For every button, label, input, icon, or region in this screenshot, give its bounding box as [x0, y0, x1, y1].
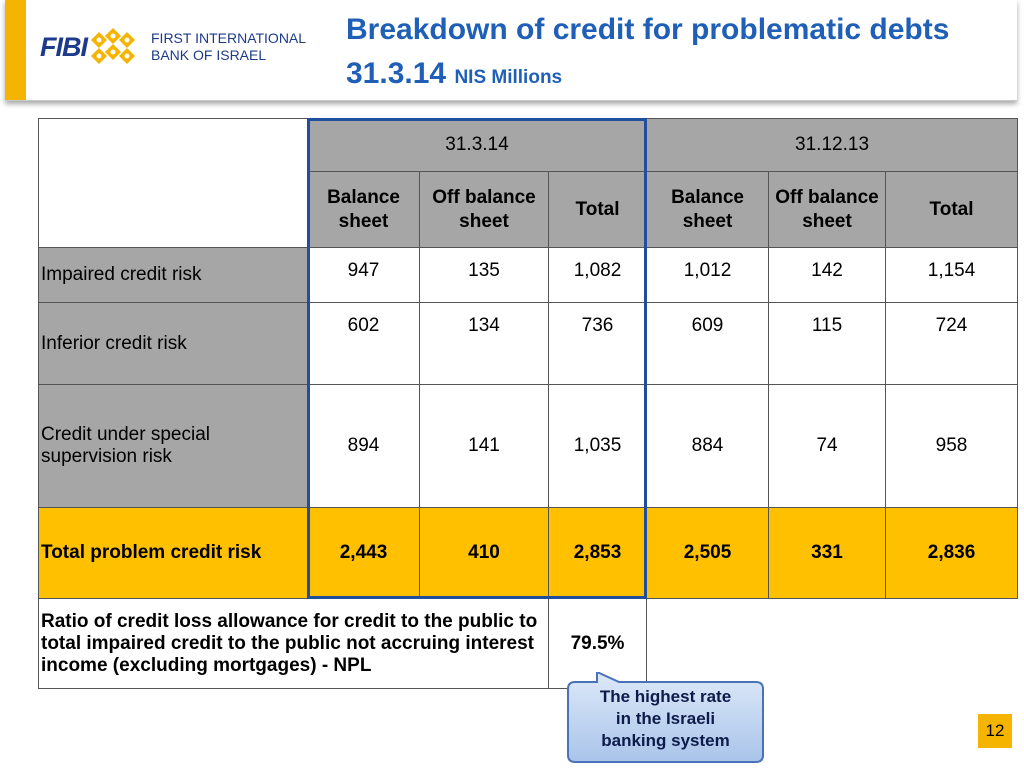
total-value-cell: 2,505: [646, 507, 770, 599]
value-cell: 736: [547, 302, 648, 385]
total-value-cell: 2,443: [307, 507, 420, 599]
slide-title: Breakdown of credit for problematic debt…: [346, 8, 1006, 100]
value-cell: 1,035: [547, 384, 648, 508]
total-value-cell: 410: [419, 507, 549, 599]
value-cell: 1,012: [646, 247, 770, 303]
table-row: Impaired credit risk 947 135 1,082 1,012…: [38, 247, 1019, 303]
ratio-label: Ratio of credit loss allowance for credi…: [38, 598, 549, 689]
bank-logo: FIBI FIRST INTERNATIONAL BANK OF ISRAEL: [40, 22, 306, 72]
value-cell: 135: [419, 247, 549, 303]
total-value-cell: 331: [768, 507, 887, 599]
title-unit: NIS Millions: [454, 67, 563, 88]
value-cell: 884: [646, 384, 770, 508]
callout-shape: [567, 672, 764, 763]
ratio-row: Ratio of credit loss allowance for credi…: [38, 598, 1018, 689]
table-row: Inferior credit risk 602 134 736 609 115…: [38, 302, 1019, 385]
table-row: Credit under special supervision risk 89…: [38, 384, 1019, 508]
title-main: Breakdown of credit for problematic debt…: [346, 13, 950, 90]
row-label: Impaired credit risk: [38, 247, 308, 303]
page-number: 12: [978, 714, 1012, 748]
subheader-row: Balance sheet Off balance sheet Total Ba…: [39, 171, 1019, 248]
slide-header: [5, 0, 1017, 101]
value-cell: 1,154: [885, 247, 1019, 303]
subheader-cell: Balance sheet: [307, 171, 420, 248]
value-cell: 602: [307, 302, 420, 385]
value-cell: 947: [307, 247, 420, 303]
callout-bubble: The highest rate in the Israeli banking …: [567, 672, 764, 765]
corner-cell: [38, 118, 308, 248]
ratio-empty-cell: [646, 598, 1018, 689]
period-header-current: 31.3.14: [306, 118, 648, 172]
value-cell: 894: [307, 384, 420, 508]
value-cell: 115: [768, 302, 887, 385]
subheader-cell: Off balance sheet: [768, 171, 887, 248]
value-cell: 724: [885, 302, 1019, 385]
period-header-previous: 31.12.13: [646, 118, 1019, 172]
total-value-cell: 2,853: [547, 507, 648, 599]
subheader-cell: Total: [885, 171, 1019, 248]
logo-mark-icon: [91, 28, 135, 64]
value-cell: 1,082: [547, 247, 648, 303]
logo-bank-name: FIRST INTERNATIONAL BANK OF ISRAEL: [151, 30, 307, 63]
row-label: Credit under special supervision risk: [38, 384, 308, 508]
value-cell: 142: [768, 247, 887, 303]
value-cell: 141: [419, 384, 549, 508]
subheader-cell: Off balance sheet: [419, 171, 549, 248]
value-cell: 74: [768, 384, 887, 508]
subheader-cell: Total: [547, 171, 648, 248]
total-value-cell: 2,836: [885, 507, 1019, 599]
value-cell: 134: [419, 302, 549, 385]
value-cell: 958: [885, 384, 1019, 508]
logo-abbrev: FIBI: [40, 31, 88, 62]
total-row: Total problem credit risk 2,443 410 2,85…: [38, 507, 1019, 599]
row-label: Inferior credit risk: [38, 302, 308, 385]
callout-text: The highest rate in the Israeli banking …: [599, 687, 732, 750]
total-row-label: Total problem credit risk: [38, 507, 308, 599]
value-cell: 609: [646, 302, 770, 385]
credit-breakdown-table: 31.3.14 31.12.13 Balance sheet Off balan…: [38, 118, 1019, 689]
subheader-cell: Balance sheet: [646, 171, 770, 248]
period-header-row: 31.3.14 31.12.13: [38, 118, 1019, 248]
header-accent-bar: [5, 0, 26, 100]
